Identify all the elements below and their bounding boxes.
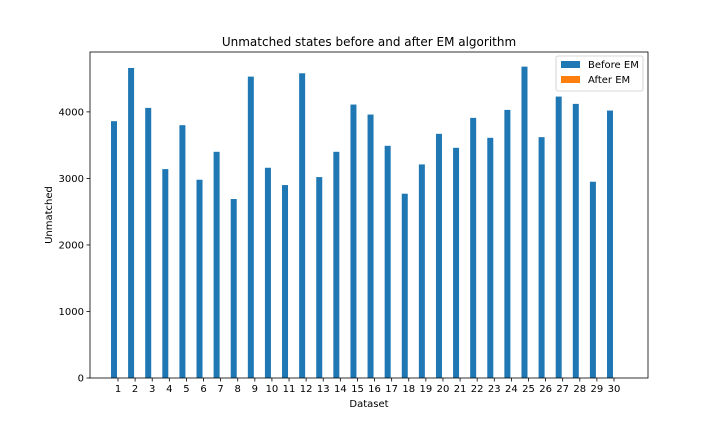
bar-before-em-10	[264, 167, 271, 378]
bar-before-em-6	[196, 179, 203, 378]
bar-before-em-12	[299, 73, 306, 378]
bar-before-em-2	[128, 67, 135, 378]
bar-before-em-24	[504, 109, 511, 378]
x-tick-label: 3	[149, 384, 155, 395]
x-tick-label: 16	[368, 384, 381, 395]
legend-swatch	[561, 61, 580, 68]
x-tick-label: 14	[334, 384, 347, 395]
x-tick-label: 23	[488, 384, 501, 395]
bar-before-em-20	[435, 133, 442, 378]
legend-swatch	[561, 76, 580, 83]
chart-title: Unmatched states before and after EM alg…	[222, 35, 516, 49]
y-tick-label: 2000	[59, 240, 84, 251]
bar-before-em-26	[538, 137, 545, 378]
x-tick-label: 21	[454, 384, 467, 395]
x-tick-label: 24	[505, 384, 518, 395]
axes-layer	[89, 51, 649, 379]
bar-before-em-29	[589, 181, 596, 378]
x-tick-label: 2	[132, 384, 138, 395]
bar-before-em-25	[521, 66, 528, 378]
x-tick-label: 17	[385, 384, 398, 395]
bar-before-em-1	[111, 121, 117, 378]
bar-before-em-9	[247, 76, 254, 379]
x-tick-label: 27	[556, 384, 569, 395]
x-tick-label: 13	[317, 384, 330, 395]
bar-before-em-8	[230, 199, 237, 378]
x-tick-label: 18	[402, 384, 415, 395]
x-tick-label: 20	[437, 384, 450, 395]
bar-before-em-7	[213, 151, 220, 378]
legend-label: Before EM	[588, 60, 639, 71]
x-axis: 1 2 3 4 5 6 7 8 9 10 11 12 13 14 15 16 17 18 19 20 21 22 23 24 2…	[115, 378, 621, 395]
bars-layer	[111, 66, 613, 379]
bar-before-em-30	[607, 110, 613, 379]
x-tick-label: 15	[351, 384, 364, 395]
bar-before-em-17	[384, 145, 391, 378]
bar-before-em-3	[145, 107, 152, 378]
x-tick-label: 1	[115, 384, 121, 395]
y-tick-label: 4000	[59, 107, 84, 118]
bar-before-em-4	[162, 169, 169, 378]
bar-before-em-11	[282, 185, 289, 378]
y-tick-label: 0	[78, 374, 84, 385]
bar-before-em-5	[179, 125, 186, 379]
x-tick-label: 25	[522, 384, 535, 395]
x-tick-label: 8	[235, 384, 241, 395]
bar-before-em-13	[316, 177, 323, 378]
x-tick-label: 6	[200, 384, 206, 395]
x-tick-label: 12	[300, 384, 313, 395]
bar-before-em-16	[367, 114, 374, 378]
x-tick-label: 29	[591, 384, 604, 395]
x-tick-label: 22	[471, 384, 484, 395]
legend-label: After EM	[588, 75, 630, 86]
bar-before-em-14	[333, 151, 340, 378]
x-axis-title: Dataset	[349, 399, 388, 410]
y-tick-label: 3000	[59, 174, 84, 185]
x-tick-label: 5	[183, 384, 189, 395]
bar-before-em-27	[555, 96, 562, 378]
plot-frame	[89, 51, 649, 379]
bar-before-em-22	[470, 117, 477, 379]
legend: Before EM After EM	[555, 55, 644, 92]
x-tick-label: 30	[608, 384, 621, 395]
y-tick-label: 1000	[59, 307, 84, 318]
bar-before-em-28	[572, 103, 579, 378]
x-tick-label: 26	[539, 384, 552, 395]
x-tick-label: 10	[266, 384, 279, 395]
x-tick-label: 11	[283, 384, 296, 395]
x-tick-label: 9	[252, 384, 258, 395]
bar-before-em-19	[418, 164, 425, 378]
bar-before-em-18	[401, 193, 408, 378]
y-axis-title: Unmatched	[44, 186, 55, 244]
x-tick-label: 28	[573, 384, 586, 395]
bar-before-em-15	[350, 104, 357, 378]
x-tick-label: 19	[419, 384, 432, 395]
bar-before-em-23	[487, 137, 494, 378]
bar-before-em-21	[453, 147, 460, 378]
x-tick-label: 4	[166, 384, 172, 395]
y-axis: 0 1000 2000 3000 4000	[59, 107, 90, 385]
x-tick-label: 7	[217, 384, 223, 395]
